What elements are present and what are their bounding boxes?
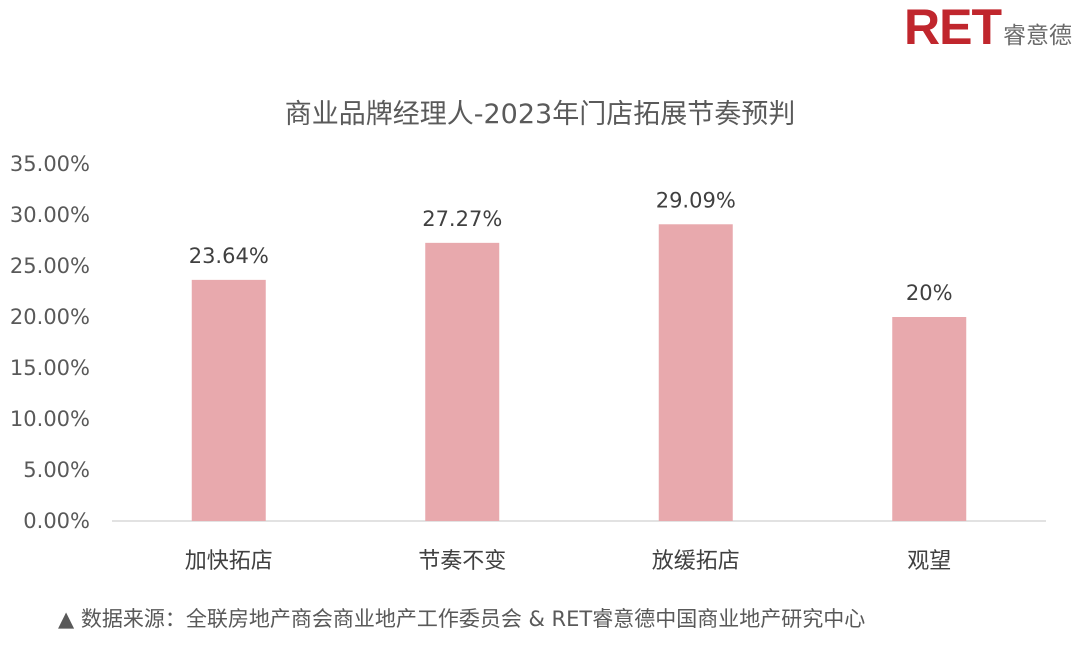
- data-label: 23.64%: [189, 244, 269, 268]
- x-category-label: 放缓拓店: [652, 549, 740, 574]
- data-label: 20%: [906, 281, 953, 305]
- bar-4: [892, 317, 967, 521]
- bar-1: [191, 279, 266, 521]
- bars-group: [191, 224, 967, 522]
- source-note: ▲ 数据来源：全联房地产商会商业地产工作委员会 & RET睿意德中国商业地产研究…: [58, 607, 865, 631]
- data-label: 29.09%: [656, 188, 736, 212]
- y-tick-label: 30.00%: [10, 203, 90, 227]
- x-category-label: 观望: [907, 549, 951, 574]
- x-category-label: 加快拓店: [185, 549, 273, 574]
- data-labels-group: 23.64% 27.27% 29.09% 20%: [189, 188, 953, 305]
- bar-3: [658, 224, 733, 522]
- y-tick-label: 5.00%: [23, 458, 90, 482]
- brand-logo: RET 睿意德: [904, 2, 1072, 52]
- data-label: 27.27%: [422, 207, 502, 231]
- y-tick-label: 0.00%: [23, 509, 90, 533]
- y-axis-ticks: 0.00% 5.00% 10.00% 15.00% 20.00% 25.00% 30.00%…: [10, 152, 90, 533]
- y-tick-label: 15.00%: [10, 356, 90, 380]
- logo-sub-text: 睿意德: [1003, 23, 1072, 49]
- logo-ret-text: RET: [904, 0, 1002, 55]
- y-tick-label: 35.00%: [10, 152, 90, 176]
- y-tick-label: 10.00%: [10, 407, 90, 431]
- bar-2: [425, 242, 500, 521]
- chart-title: 商业品牌经理人-2023年门店拓展节奏预判: [285, 99, 795, 130]
- y-tick-label: 20.00%: [10, 305, 90, 329]
- x-axis-categories: 加快拓店 节奏不变 放缓拓店 观望: [185, 549, 952, 574]
- y-tick-label: 25.00%: [10, 254, 90, 278]
- x-category-label: 节奏不变: [418, 549, 506, 574]
